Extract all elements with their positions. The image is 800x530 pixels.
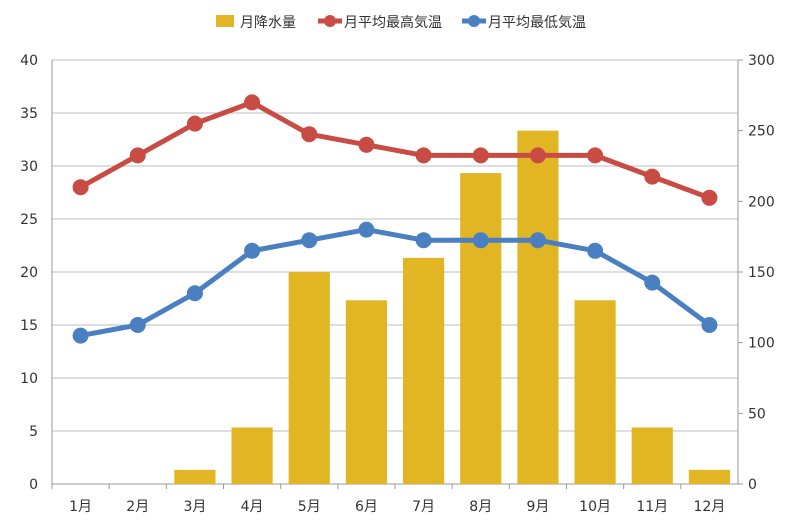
y-right-tick-label: 50 (748, 406, 766, 422)
bar (231, 427, 273, 484)
data-point (529, 147, 546, 164)
legend-label-precipitation: 月降水量 (240, 15, 296, 31)
x-tick-label: 9月 (526, 499, 549, 515)
data-point (72, 179, 89, 196)
bar (460, 173, 502, 485)
y-left-tick-label: 40 (20, 53, 38, 69)
data-point (472, 232, 489, 249)
legend-item-min-temp: 月平均最低気温 (462, 15, 586, 31)
x-tick-label: 12月 (694, 499, 726, 515)
data-point (701, 317, 718, 333)
data-point (587, 242, 604, 259)
x-tick-label: 1月 (69, 499, 92, 515)
data-point (529, 232, 546, 249)
bar (574, 300, 616, 484)
y-right-tick-label: 100 (748, 336, 775, 352)
y-left-tick-label: 5 (29, 424, 38, 440)
legend-marker-min-temp (468, 15, 480, 27)
y-right-tick-label: 0 (748, 477, 757, 493)
plot-area: 0 5 10 15 20 25 30 35 40 0 50 100 150 200 250 300 1月 2月 3月… (20, 53, 775, 515)
y-right-tick-label: 150 (748, 265, 775, 281)
y-right-tick-label: 300 (748, 53, 775, 69)
x-tick-label: 8月 (469, 499, 492, 515)
bar (517, 130, 559, 484)
y-left-tick-label: 15 (20, 318, 38, 334)
y-left-tick-label: 30 (20, 159, 38, 175)
data-point (186, 285, 203, 302)
x-tick-label: 4月 (241, 499, 264, 515)
bar (631, 427, 673, 484)
data-point (415, 232, 432, 249)
data-point (129, 317, 146, 333)
legend-marker-max-temp (324, 15, 336, 27)
data-point (301, 232, 318, 249)
data-point (358, 136, 375, 153)
x-tick-label: 10月 (579, 499, 611, 515)
x-tick-label: 11月 (636, 499, 668, 515)
series-line (80, 227, 711, 339)
data-point (587, 147, 604, 164)
data-point (358, 221, 375, 238)
y-left-tick-label: 0 (29, 477, 38, 493)
data-point (72, 327, 89, 344)
y-left-tick-label: 25 (20, 212, 38, 228)
data-point (244, 242, 261, 259)
bar (345, 300, 387, 484)
legend-label-min-temp: 月平均最低気温 (488, 15, 586, 31)
bar (174, 469, 216, 484)
data-point (701, 189, 718, 206)
legend-item-max-temp: 月平均最高気温 (318, 14, 442, 31)
legend-label-max-temp: 月平均最高気温 (344, 14, 442, 31)
x-tick-label: 2月 (126, 499, 149, 515)
data-point (186, 115, 203, 132)
legend: 月降水量 月平均最高気温 月平均最低気温 (216, 14, 586, 31)
legend-item-precipitation: 月降水量 (216, 15, 296, 31)
y-left-tick-label: 20 (20, 265, 38, 281)
x-tick-label: 7月 (412, 499, 435, 515)
y-right-tick-label: 200 (748, 194, 775, 210)
bar (688, 469, 730, 484)
legend-swatch-precipitation (216, 15, 234, 27)
bar (403, 257, 445, 484)
data-point (644, 274, 661, 291)
data-point (244, 94, 261, 111)
x-tick-label: 5月 (298, 499, 321, 515)
bar (288, 272, 330, 484)
y-right-tick-label: 250 (748, 124, 775, 140)
data-point (644, 168, 661, 185)
x-tick-label: 6月 (355, 499, 378, 515)
data-point (472, 147, 489, 164)
y-left-tick-label: 10 (20, 371, 38, 387)
x-tick-label: 3月 (183, 499, 206, 515)
series-line (79, 99, 711, 201)
data-point (301, 126, 318, 143)
data-point (129, 147, 146, 164)
y-left-tick-label: 35 (20, 106, 38, 122)
data-point (415, 147, 432, 164)
